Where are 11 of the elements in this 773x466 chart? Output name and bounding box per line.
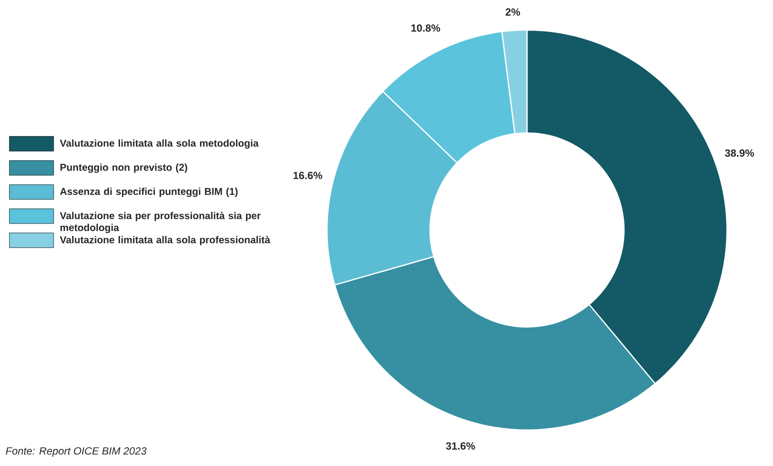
legend-label: Valutazione limitata alla sola metodologia [60, 139, 259, 149]
data-label: 38.9% [724, 149, 754, 157]
source-note: Fonte: Report OICE BIM 2023 [6, 447, 147, 457]
data-label: 31.6% [446, 442, 476, 450]
legend-label: Assenza di specifici punteggi BIM (1) [60, 188, 238, 197]
data-label: 16.6% [294, 172, 322, 180]
legend-label: Punteggio non previsto (2) [60, 164, 188, 173]
legend-label: Valutazione sia per professionalità sia per metodologia [60, 212, 261, 234]
data-label: 10.8% [411, 24, 440, 32]
legend-label: Valutazione limitata alla sola professionalità [60, 236, 270, 246]
data-label: 2% [506, 8, 520, 16]
